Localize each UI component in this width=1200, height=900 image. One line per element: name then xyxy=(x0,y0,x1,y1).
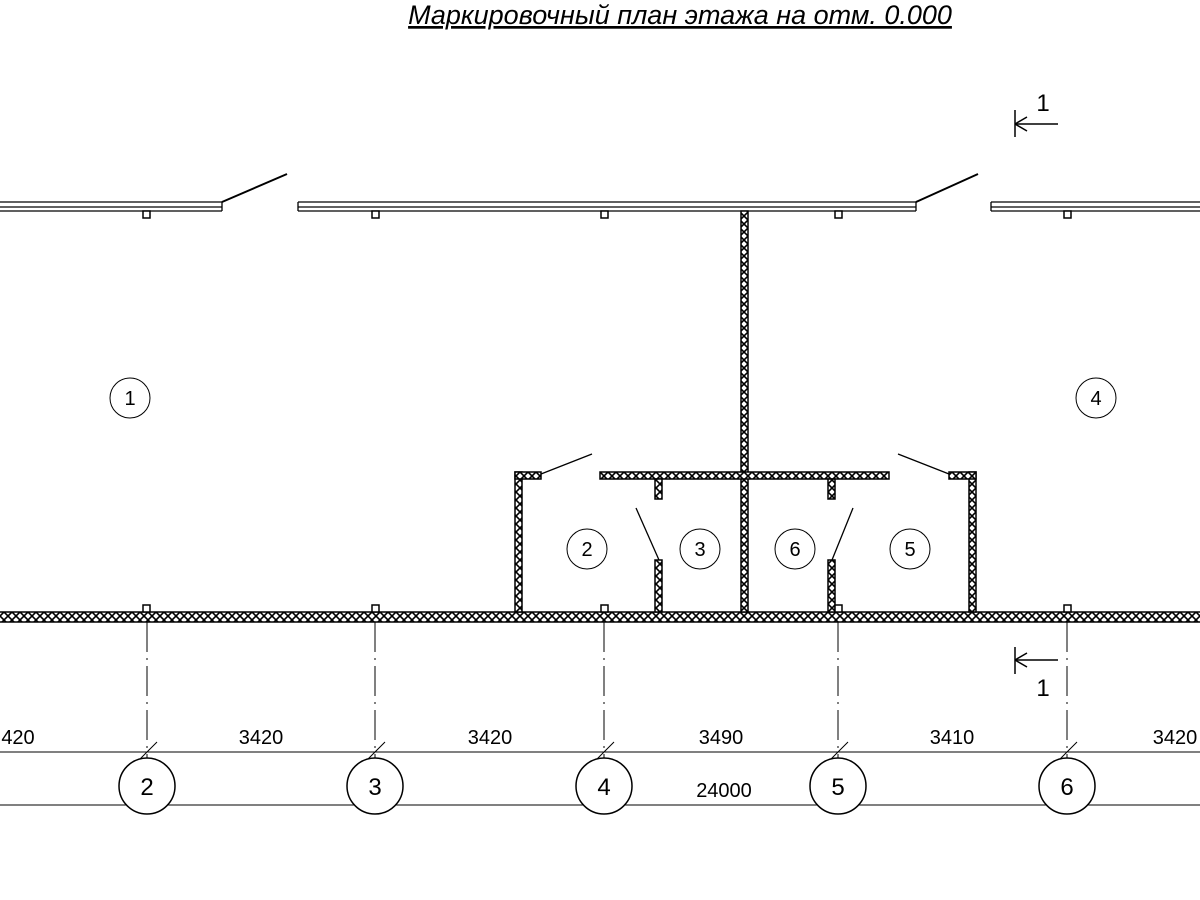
room-marker-1 xyxy=(109,377,151,419)
room-label: 2 xyxy=(581,539,592,561)
partition-walls xyxy=(0,210,1200,623)
axis-label: 2 xyxy=(140,774,153,801)
axis-bubble-3 xyxy=(346,757,404,815)
axis-label: 5 xyxy=(831,774,844,801)
room-marker-6 xyxy=(774,528,816,570)
room-marker-4 xyxy=(1075,377,1117,419)
section-label-bottom: 1 xyxy=(1036,675,1049,702)
section-label-top: 1 xyxy=(1036,90,1049,117)
dimension-label: 420 xyxy=(1,727,34,749)
grid-axis-lines xyxy=(146,622,1068,757)
room-label: 6 xyxy=(789,539,800,561)
axis-bubble-2 xyxy=(118,757,176,815)
room-label: 5 xyxy=(904,539,915,561)
dimension-label: 3410 xyxy=(930,727,975,749)
axis-bubble-5 xyxy=(809,757,867,815)
total-dimension-label: 24000 xyxy=(696,780,752,802)
column-markers-bottom xyxy=(142,604,1072,613)
column-markers-top xyxy=(142,210,1072,219)
room-marker-3 xyxy=(679,528,721,570)
top-wall xyxy=(0,173,1200,212)
section-mark-bottom xyxy=(1014,647,1058,674)
axis-label: 4 xyxy=(597,774,610,801)
room-marker-5 xyxy=(889,528,931,570)
room-label: 1 xyxy=(124,388,135,410)
section-mark-top xyxy=(1014,110,1058,137)
axis-bubble-6 xyxy=(1038,757,1096,815)
dimension-label: 3420 xyxy=(239,727,284,749)
axis-label: 6 xyxy=(1060,774,1073,801)
room-label: 4 xyxy=(1090,388,1101,410)
axis-bubble-4 xyxy=(575,757,633,815)
drawing-title: Маркировочный план этажа на отм. 0.000 xyxy=(408,0,952,30)
room-label: 3 xyxy=(694,539,705,561)
dimension-label: 3490 xyxy=(699,727,744,749)
dimension-label: 3420 xyxy=(468,727,513,749)
room-marker-2 xyxy=(566,528,608,570)
axis-label: 3 xyxy=(368,774,381,801)
door-swings xyxy=(540,453,950,561)
dimension-label: 3420 xyxy=(1153,727,1198,749)
